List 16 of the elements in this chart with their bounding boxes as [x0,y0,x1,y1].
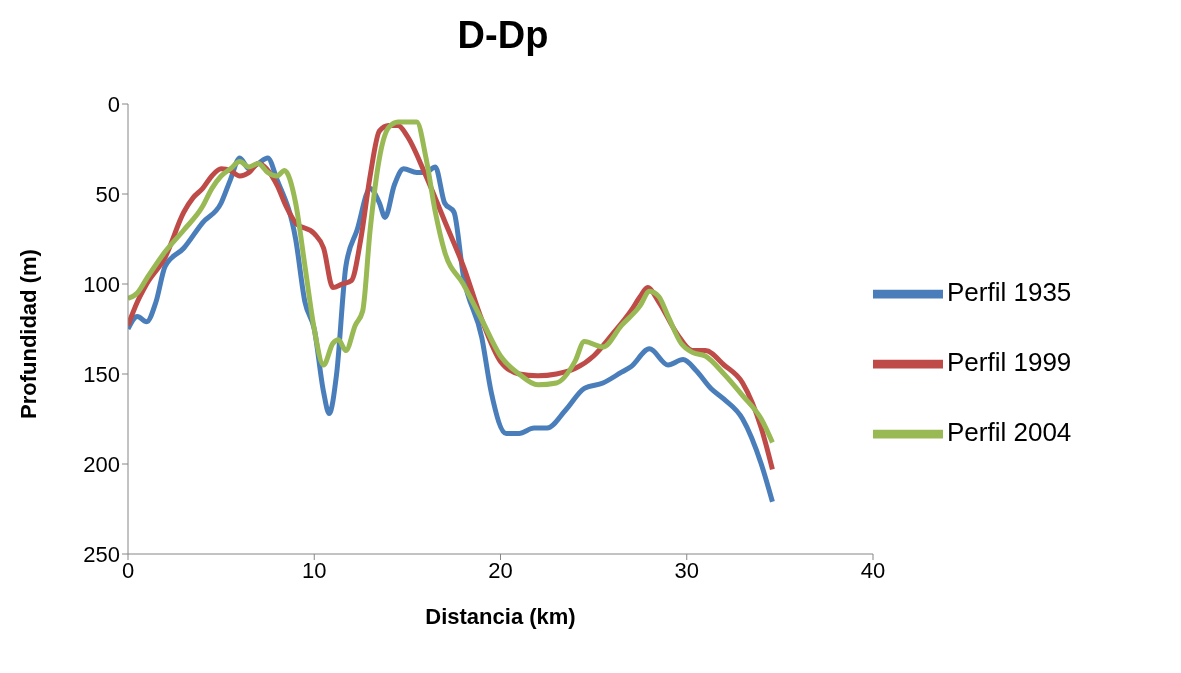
x-axis-title: Distancia (km) [425,604,576,629]
x-tick-label: 20 [488,557,513,583]
y-tick-label: 250 [83,541,120,567]
y-tick-label: 50 [95,181,120,207]
chart-title: D-Dp [456,13,550,58]
y-tick-label: 100 [83,271,120,297]
legend-label: Perfil 1935 [947,276,1072,307]
y-tick-label: 0 [107,91,120,117]
y-tick-label: 200 [83,451,120,477]
x-tick-label: 10 [302,557,327,583]
legend-label: Perfil 1999 [947,346,1072,377]
legend-label: Perfil 2004 [947,416,1072,447]
x-tick-label: 40 [860,557,886,583]
y-axis-title: Profundidad (m) [15,249,41,419]
x-tick-label: 30 [674,557,699,583]
y-tick-label: 150 [83,361,120,387]
